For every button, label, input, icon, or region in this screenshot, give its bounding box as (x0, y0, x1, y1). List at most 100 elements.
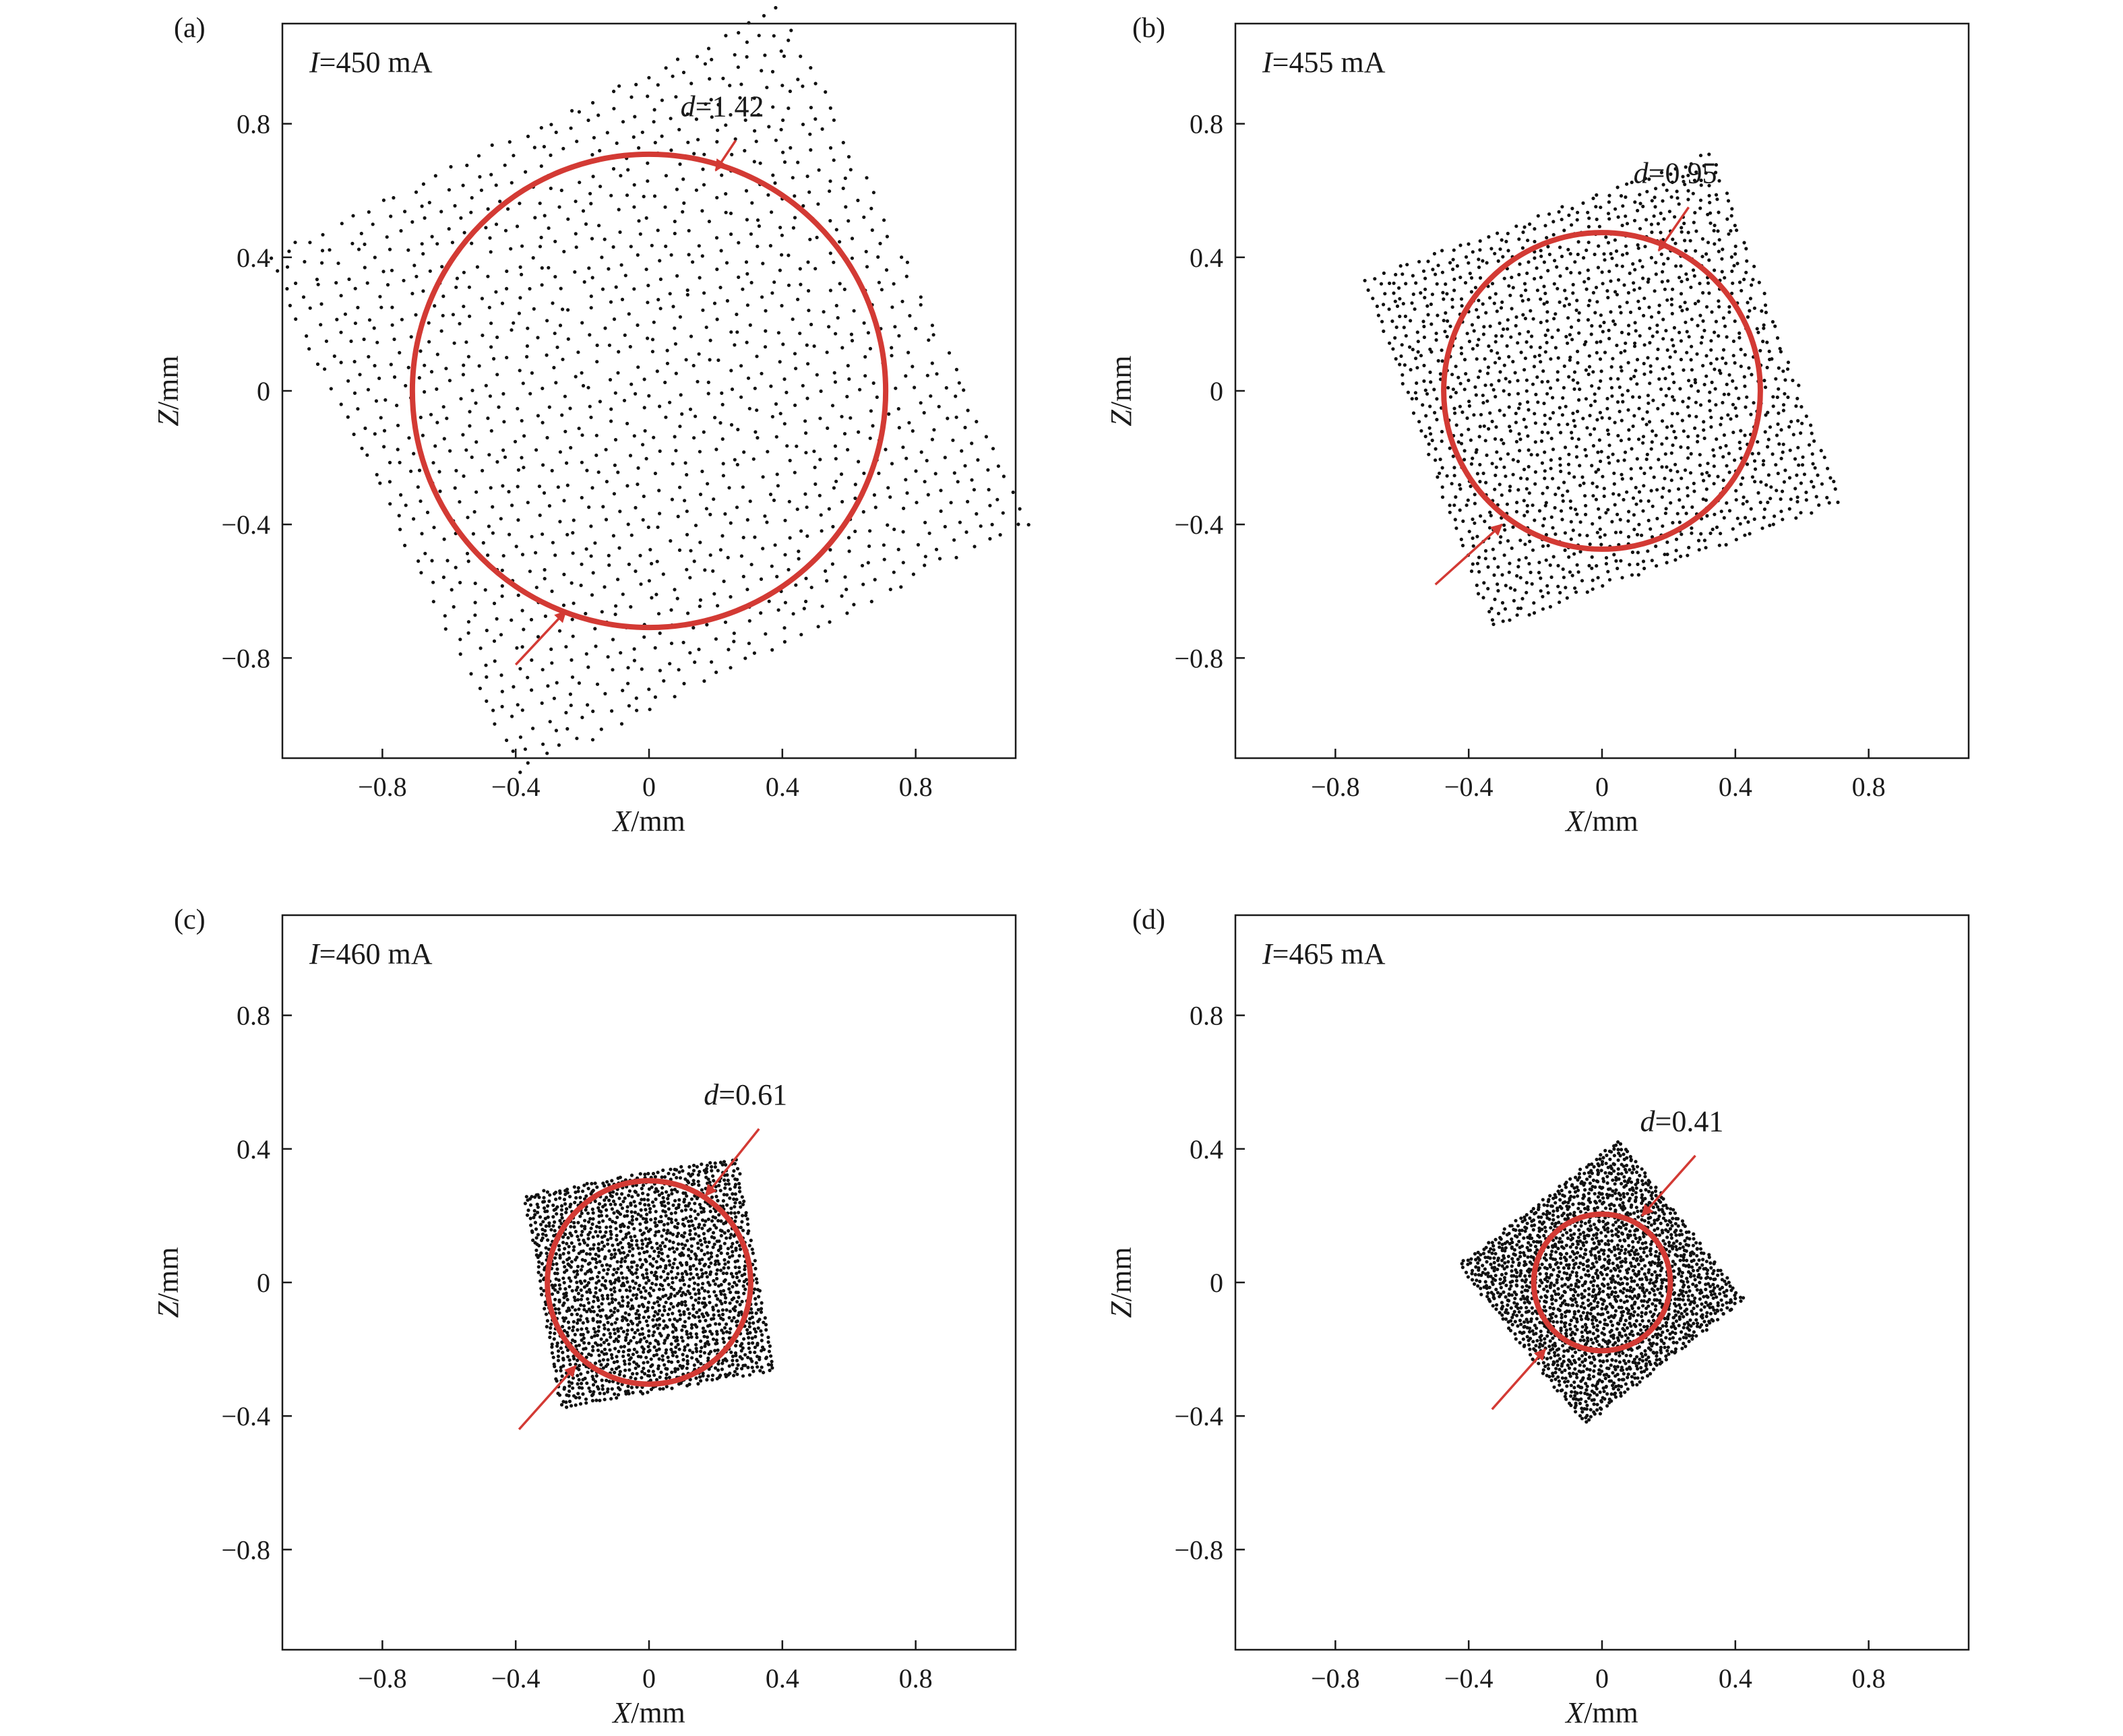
data-point (925, 458, 929, 463)
data-point (626, 1323, 630, 1327)
data-point (669, 539, 673, 543)
data-point (882, 218, 886, 222)
data-point (526, 134, 530, 138)
data-point (1411, 274, 1415, 278)
data-point (669, 1342, 673, 1346)
data-point (1789, 497, 1793, 501)
data-point (544, 1312, 549, 1316)
data-point (1506, 318, 1510, 322)
data-point (643, 1296, 647, 1300)
data-point (838, 282, 842, 286)
data-point (554, 381, 558, 385)
data-point (602, 1268, 606, 1272)
data-point (659, 1220, 663, 1224)
data-point (570, 108, 574, 113)
data-point (363, 242, 367, 247)
data-point (1649, 364, 1653, 368)
data-point (594, 644, 598, 648)
data-point (1737, 336, 1742, 340)
data-point (712, 497, 716, 501)
data-point (390, 323, 394, 327)
data-point (570, 1372, 575, 1376)
data-point (352, 391, 357, 396)
data-point (661, 1258, 665, 1262)
data-point (478, 686, 483, 691)
data-point (1398, 264, 1403, 268)
data-point (582, 1304, 586, 1308)
data-point (1563, 445, 1568, 450)
data-point (486, 416, 490, 421)
data-point (782, 422, 787, 426)
data-point (642, 195, 646, 199)
data-point (650, 1200, 655, 1204)
data-point (700, 1162, 704, 1167)
data-point (616, 1339, 620, 1343)
data-point (577, 110, 582, 114)
data-point (685, 112, 689, 116)
data-point (767, 599, 771, 603)
data-point (1562, 364, 1566, 369)
data-point (635, 1243, 639, 1247)
data-point (723, 1278, 727, 1282)
data-point (594, 1252, 598, 1256)
data-point (617, 350, 621, 354)
data-point (1738, 446, 1742, 451)
arrow-bottom-left (514, 610, 567, 666)
data-point (607, 1328, 611, 1332)
data-point (843, 575, 847, 579)
data-point (486, 274, 490, 278)
data-point (1529, 453, 1533, 457)
data-point (850, 338, 855, 343)
data-point (429, 370, 434, 374)
data-point (1650, 199, 1654, 203)
data-point (557, 743, 561, 747)
data-point (643, 1203, 647, 1207)
data-point (556, 1290, 560, 1295)
data-point (1750, 475, 1754, 479)
data-point (773, 543, 777, 547)
data-point (646, 161, 650, 165)
data-point (552, 365, 556, 370)
data-point (1637, 490, 1642, 494)
data-point (1599, 450, 1603, 454)
data-point (598, 1398, 602, 1402)
data-point (423, 216, 427, 220)
data-point (639, 582, 643, 586)
data-point (1488, 324, 1492, 328)
data-point (572, 1248, 576, 1252)
data-point (1467, 404, 1471, 408)
data-point (1504, 474, 1508, 478)
data-point (549, 186, 553, 191)
data-point (605, 1180, 609, 1184)
data-point (670, 1370, 674, 1374)
data-point (728, 1309, 732, 1313)
data-point (1748, 297, 1752, 301)
data-point (389, 363, 393, 367)
data-point (650, 596, 654, 600)
data-point (1518, 332, 1522, 336)
data-point (1577, 311, 1581, 315)
data-point (526, 761, 530, 765)
data-point (510, 618, 514, 622)
data-point (666, 1312, 671, 1316)
data-point (1448, 503, 1452, 507)
data-point (713, 1348, 717, 1353)
data-point (1538, 346, 1542, 350)
data-point (1709, 339, 1713, 343)
data-point (711, 1174, 715, 1178)
data-point (785, 444, 789, 448)
data-point (731, 1249, 735, 1253)
data-point (607, 1249, 611, 1253)
data-point (1698, 282, 1702, 286)
data-point (1546, 544, 1550, 548)
data-point (1589, 404, 1593, 408)
data-point (1681, 175, 1685, 179)
data-point (494, 183, 498, 187)
data-point (588, 333, 592, 337)
data-point (1761, 340, 1765, 344)
data-point (695, 1165, 699, 1169)
data-point (1743, 352, 1747, 357)
data-point (552, 1362, 556, 1366)
data-point (1590, 566, 1594, 570)
data-point (1558, 463, 1562, 467)
